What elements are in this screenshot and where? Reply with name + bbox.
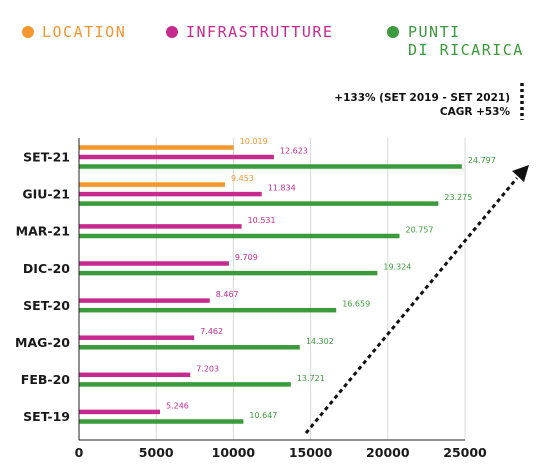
annotation-line-2: CAGR +53% (440, 106, 511, 118)
bar-infrastrutture (79, 224, 242, 229)
growth-annotation: +133% (SET 2019 - SET 2021) CAGR +53% (334, 83, 524, 120)
category-label: GIU-21 (22, 187, 70, 202)
annotation-line-1: +133% (SET 2019 - SET 2021) (334, 92, 510, 104)
x-tick-label: 15000 (289, 445, 333, 460)
bars (79, 145, 462, 424)
bar-infrastrutture (79, 409, 160, 415)
growth-arrow-head (512, 165, 529, 182)
legend-marker-infrastrutture (166, 26, 178, 38)
bar-infrastrutture (79, 335, 195, 340)
data-label-punti-di-ricarica: 19.324 (383, 263, 411, 272)
data-label-infrastrutture: 10.531 (248, 216, 276, 225)
bar-punti-di-ricarica (79, 201, 439, 206)
data-label-location: 9.453 (231, 174, 254, 183)
data-label-infrastrutture: 9.709 (235, 253, 258, 262)
bar-punti-di-ricarica (79, 307, 337, 313)
gridlines (155, 138, 466, 440)
data-label-infrastrutture: 5.246 (166, 401, 189, 410)
legend: LOCATION INFRASTRUTTURE PUNTI DI RICARIC… (22, 23, 524, 59)
data-label-punti-di-ricarica: 23.275 (444, 193, 472, 202)
data-label-punti-di-ricarica: 16.659 (342, 300, 370, 309)
x-tick-label: 0 (75, 445, 84, 460)
legend-label-location: LOCATION (42, 23, 126, 41)
bar-punti-di-ricarica (79, 345, 300, 350)
category-label: DIC-20 (23, 261, 70, 276)
category-label: MAR-21 (16, 224, 70, 239)
x-tick-label: 25000 (443, 445, 487, 460)
data-label-infrastrutture: 7.462 (200, 327, 223, 336)
x-tick-label: 10000 (212, 445, 256, 460)
data-label-infrastrutture: 11.834 (268, 184, 296, 193)
legend-item-punti-di-ricarica: PUNTI DI RICARICA (387, 23, 524, 59)
growth-arrow-line (304, 177, 519, 434)
legend-item-location: LOCATION (22, 23, 126, 41)
data-labels: 10.019 12.623 24.797 9.453 11.834 23.275 10.53… (166, 137, 496, 420)
bar-infrastrutture (79, 298, 210, 303)
bar-infrastrutture (79, 191, 262, 197)
legend-marker-location (22, 26, 34, 38)
bar-location (79, 182, 225, 187)
data-label-infrastrutture: 8.467 (216, 290, 239, 299)
bar-punti-di-ricarica (79, 382, 291, 387)
x-tick-label: 20000 (366, 445, 410, 460)
x-axis: 0 5000 10000 15000 20000 25000 (75, 138, 487, 460)
category-label: SET-19 (23, 409, 70, 424)
bar-punti-di-ricarica (79, 164, 462, 169)
bar-infrastrutture (79, 372, 191, 378)
category-labels: SET-21 GIU-21 MAR-21 DIC-20 SET-20 MAG-20 FEB-… (15, 150, 70, 425)
legend-label-infrastrutture: INFRASTRUTTURE (186, 23, 333, 41)
bar-location (79, 145, 234, 150)
legend-label-punti-di-ricarica-1: PUNTI (408, 23, 461, 41)
data-label-infrastrutture: 7.203 (196, 364, 219, 373)
legend-marker-punti-di-ricarica (387, 26, 399, 38)
data-label-punti-di-ricarica: 10.647 (249, 411, 277, 420)
data-label-punti-di-ricarica: 24.797 (468, 156, 496, 165)
data-label-punti-di-ricarica: 14.302 (306, 337, 334, 346)
legend-label-punti-di-ricarica-2: DI RICARICA (408, 41, 524, 59)
bar-punti-di-ricarica (79, 233, 400, 239)
x-tick-label: 5000 (139, 445, 174, 460)
bar-punti-di-ricarica (79, 419, 244, 424)
bar-punti-di-ricarica (79, 270, 378, 276)
data-label-location: 10.019 (240, 137, 268, 146)
data-label-punti-di-ricarica: 20.757 (405, 226, 433, 235)
bar-infrastrutture (79, 154, 274, 160)
growth-arrow (304, 165, 529, 434)
category-label: FEB-20 (21, 372, 70, 387)
data-label-infrastrutture: 12.623 (280, 147, 308, 156)
legend-item-infrastrutture: INFRASTRUTTURE (166, 23, 333, 41)
category-label: MAG-20 (15, 335, 70, 350)
data-label-punti-di-ricarica: 13.721 (297, 374, 325, 383)
bar-infrastrutture (79, 261, 229, 266)
category-label: SET-21 (23, 150, 70, 165)
category-label: SET-20 (23, 298, 70, 313)
